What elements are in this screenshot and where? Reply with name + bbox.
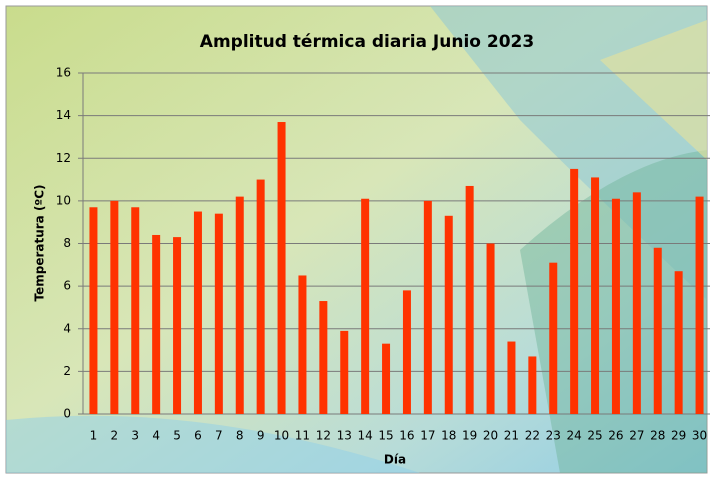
x-tick-label: 25: [587, 429, 602, 443]
bar: [444, 215, 453, 414]
x-tick-label: 10: [274, 429, 289, 443]
bar: [549, 262, 558, 414]
y-tick-label: 16: [56, 66, 71, 80]
bar: [89, 207, 98, 414]
x-tick-label: 17: [420, 429, 435, 443]
x-tick-label: 4: [152, 429, 160, 443]
x-tick-label: 15: [378, 429, 393, 443]
bar: [193, 211, 202, 414]
x-tick-label: 13: [337, 429, 352, 443]
y-tick-label: 12: [56, 151, 71, 165]
x-tick-label: 2: [111, 429, 119, 443]
bar: [173, 237, 182, 414]
bar: [277, 122, 286, 415]
bar: [528, 356, 537, 414]
decoration: [600, 20, 707, 160]
x-tick-label: 21: [504, 429, 519, 443]
x-tick-label: 26: [608, 429, 623, 443]
bar: [256, 179, 265, 414]
x-tick-label: 3: [131, 429, 139, 443]
y-axis-title: Temperatura (ºC): [33, 185, 47, 302]
y-tick-label: 6: [63, 279, 71, 293]
x-tick-label: 9: [257, 429, 265, 443]
x-tick-label: 16: [399, 429, 414, 443]
x-tick-label: 7: [215, 429, 223, 443]
x-tick-label: 23: [546, 429, 561, 443]
x-tick-label: 1: [90, 429, 98, 443]
bar: [632, 192, 641, 414]
bar: [695, 196, 704, 414]
bar: [423, 200, 432, 414]
decoration: [6, 415, 420, 473]
x-tick-label: 28: [650, 429, 665, 443]
bar: [298, 275, 307, 414]
x-tick-label: 11: [295, 429, 310, 443]
x-tick-label: 12: [316, 429, 331, 443]
x-axis-title: Día: [384, 453, 406, 467]
bar: [340, 330, 349, 414]
bar: [235, 196, 244, 414]
x-tick-label: 24: [567, 429, 582, 443]
x-tick-label: 20: [483, 429, 498, 443]
y-tick-label: 2: [63, 364, 71, 378]
x-tick-label: 30: [692, 429, 707, 443]
x-tick-label: 6: [194, 429, 202, 443]
x-tick-label: 14: [358, 429, 373, 443]
bar: [131, 207, 140, 414]
bar: [486, 243, 495, 414]
bar: [653, 247, 662, 414]
y-tick-label: 8: [63, 236, 71, 250]
x-tick-label: 29: [671, 429, 686, 443]
y-tick-label: 10: [56, 193, 71, 207]
x-tick-label: 18: [441, 429, 456, 443]
bar: [465, 185, 474, 414]
chart-title: Amplitud térmica diaria Junio 2023: [200, 32, 534, 52]
x-tick-label: 22: [525, 429, 540, 443]
bar: [507, 341, 516, 414]
x-tick-label: 27: [629, 429, 644, 443]
y-tick-label: 0: [63, 407, 71, 421]
bar: [611, 198, 620, 414]
x-tick-label: 5: [173, 429, 181, 443]
y-tick-label: 14: [56, 108, 71, 122]
x-tick-label: 8: [236, 429, 244, 443]
bar: [214, 213, 223, 414]
bar: [110, 200, 119, 414]
bar: [361, 198, 370, 414]
bar: [319, 301, 328, 414]
bar: [591, 177, 600, 414]
x-tick-label: 19: [462, 429, 477, 443]
bar: [402, 290, 411, 414]
bar: [674, 271, 683, 414]
bar: [382, 343, 391, 414]
bar: [570, 168, 579, 414]
bar: [152, 234, 161, 414]
y-tick-label: 4: [63, 321, 71, 335]
